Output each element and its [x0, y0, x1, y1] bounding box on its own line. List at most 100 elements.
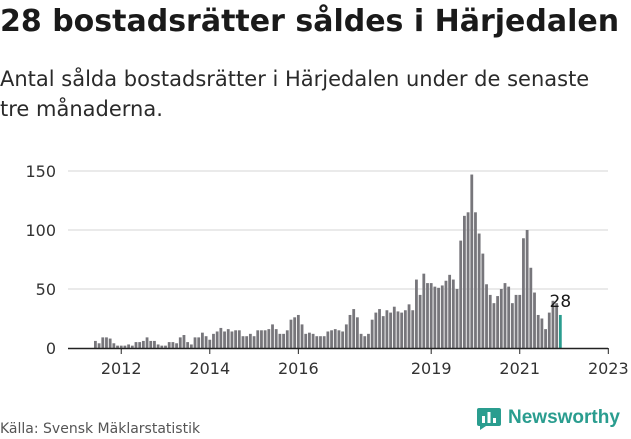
bar: [208, 339, 212, 348]
annotations: 28: [550, 292, 572, 312]
bar: [481, 253, 485, 348]
bar: [175, 343, 178, 348]
bar: [488, 294, 492, 348]
x-tick-label: 2023: [588, 359, 629, 378]
bar: [400, 312, 404, 348]
bar: [440, 285, 444, 348]
bar: [156, 344, 160, 348]
bar: [418, 294, 422, 348]
bar: [359, 333, 363, 348]
bar: [470, 174, 474, 348]
bar: [444, 280, 448, 348]
brand-logo[interactable]: Newsworthy: [476, 405, 620, 431]
bars: [94, 174, 562, 348]
bar: [94, 340, 97, 348]
bar: [256, 330, 260, 348]
bar: [108, 338, 112, 348]
bar: [466, 212, 470, 348]
bar: [123, 345, 127, 348]
brand-name: Newsworthy: [508, 407, 620, 428]
bar: [348, 314, 352, 348]
x-tick-label: 2019: [411, 359, 452, 378]
bar: [178, 337, 182, 348]
bar: [551, 300, 555, 348]
bar: [153, 340, 156, 348]
bar: [411, 310, 415, 348]
bar: [536, 314, 540, 348]
bar: [555, 303, 559, 348]
bar: [544, 329, 547, 348]
bar: [234, 330, 238, 348]
bar: [112, 343, 116, 348]
data-label: 28: [550, 292, 572, 312]
source-label: Källa: Svensk Mäklarstatistik: [0, 421, 201, 437]
bar: [119, 345, 123, 348]
bar: [186, 342, 190, 348]
grid-lines: [68, 170, 608, 290]
bar: [164, 345, 167, 348]
bar: [245, 336, 249, 348]
bar: [429, 283, 433, 348]
bar: [463, 215, 466, 348]
bar: [459, 240, 463, 348]
bar: [415, 279, 418, 348]
bar: [514, 294, 518, 348]
bar: [370, 319, 374, 348]
bar: [341, 331, 345, 348]
bar: [319, 336, 322, 348]
bar: [230, 331, 234, 348]
bar: [252, 336, 256, 348]
bar: [134, 342, 138, 348]
bar: [507, 286, 511, 348]
y-tick-label: 50: [36, 280, 56, 299]
bar: [333, 329, 337, 348]
bar: [160, 345, 164, 348]
bar: [363, 336, 367, 348]
bar: [97, 343, 101, 348]
bar: [367, 333, 370, 348]
bar: [145, 337, 149, 348]
bar: [474, 212, 477, 348]
bar: [381, 316, 385, 348]
bar: [451, 279, 455, 348]
bar: [101, 337, 105, 348]
bar: [237, 330, 241, 348]
bar: [193, 337, 197, 348]
bar: [547, 312, 551, 348]
bar: [226, 329, 230, 348]
bar: [267, 329, 271, 348]
bar: [130, 345, 134, 348]
bar: [315, 336, 319, 348]
bar: [455, 289, 459, 348]
y-tick-label: 100: [25, 221, 56, 240]
bar: [540, 318, 544, 348]
x-tick-label: 2021: [499, 359, 540, 378]
bar: [510, 303, 514, 348]
y-tick-label: 150: [25, 162, 56, 181]
bar-chart-speech-icon: [477, 408, 501, 430]
bar: [374, 312, 378, 348]
bar: [308, 332, 311, 348]
bar: [282, 333, 285, 348]
bar: [201, 332, 204, 348]
bar: [477, 233, 481, 348]
bar-chart: 0 50 100 150 2012 2014 2016 2019 2021 2023 28: [25, 162, 629, 378]
bar: [337, 330, 341, 348]
bar: [105, 337, 108, 348]
bar: [285, 330, 289, 348]
bar: [355, 317, 359, 348]
bar: [127, 344, 131, 348]
bar: [422, 273, 426, 348]
bar: [407, 304, 411, 348]
bar: [189, 344, 193, 348]
bar: [426, 283, 429, 348]
bar: [311, 333, 315, 348]
bar: [326, 331, 330, 348]
bar: [289, 319, 293, 348]
bar: [219, 327, 223, 348]
x-tick-label: 2016: [278, 359, 319, 378]
bar: [248, 333, 252, 348]
bar: [271, 324, 274, 348]
bar: [352, 309, 356, 348]
bar: [322, 336, 326, 348]
